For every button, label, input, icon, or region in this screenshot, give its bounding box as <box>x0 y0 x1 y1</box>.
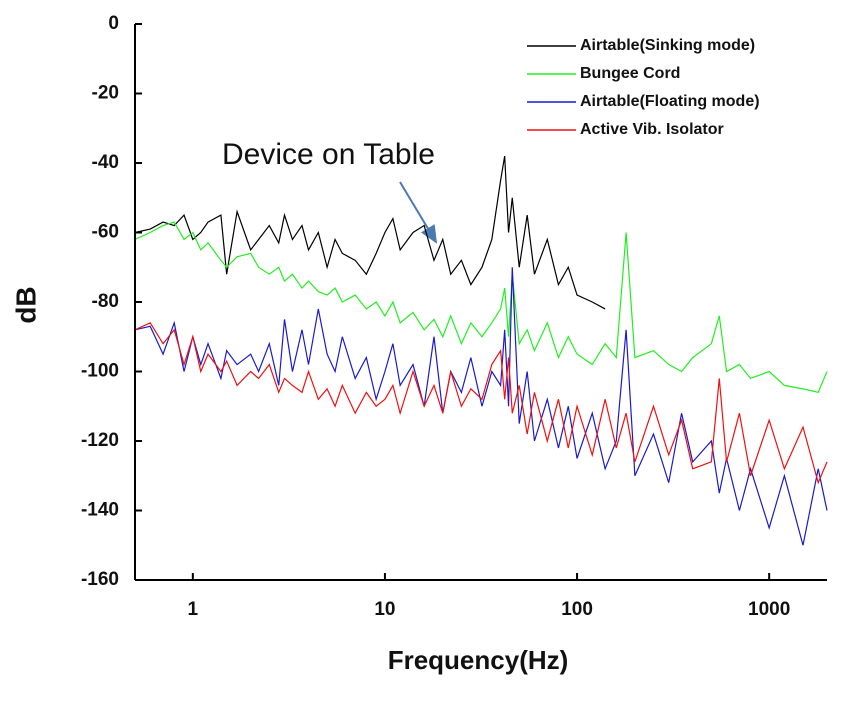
x-axis-label: Frequency(Hz) <box>388 645 569 675</box>
series-line <box>134 267 828 546</box>
x-tick-label: 1 <box>188 599 199 620</box>
y-tick-label: -120 <box>81 430 119 451</box>
annotation: Device on Table <box>222 138 435 171</box>
y-tick-label: -140 <box>81 500 119 521</box>
series-line <box>134 322 828 485</box>
y-axis-label: dB <box>10 286 41 323</box>
legend-label: Bungee Cord <box>580 65 680 82</box>
x-tick-label: 100 <box>561 599 593 620</box>
annotation-arrow <box>399 181 438 244</box>
y-tick-label: -80 <box>92 291 119 312</box>
y-tick-label: -40 <box>92 152 119 173</box>
y-tick-label: -100 <box>81 361 119 382</box>
y-tick-label: 0 <box>108 13 119 34</box>
y-tick-label: -160 <box>81 569 119 590</box>
series-line <box>134 221 828 394</box>
series-line <box>134 155 606 310</box>
y-tick-label: -20 <box>92 83 119 104</box>
x-tick-label: 10 <box>374 599 395 620</box>
y-tick-label: -60 <box>92 222 119 243</box>
legend-label: Active Vib. Isolator <box>580 121 724 138</box>
legend-label: Airtable(Floating mode) <box>580 93 760 110</box>
legend-label: Airtable(Sinking mode) <box>580 37 755 54</box>
x-tick-label: 1000 <box>748 599 790 620</box>
